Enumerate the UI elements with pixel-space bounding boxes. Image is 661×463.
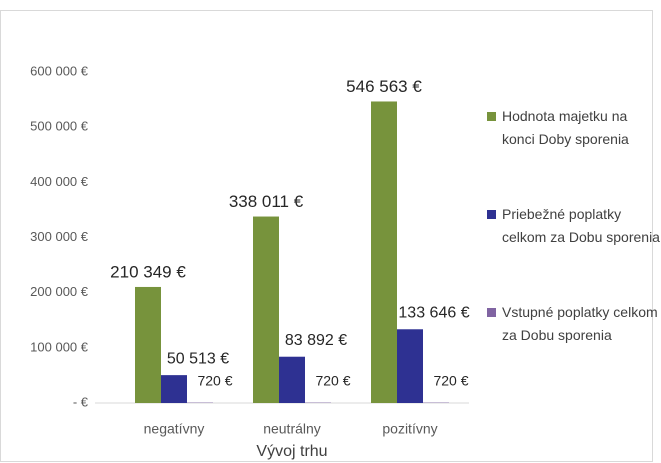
bar (397, 329, 423, 403)
x-tick-label: pozitívny (382, 421, 437, 437)
legend-swatch (487, 210, 496, 219)
bar (253, 216, 279, 403)
bar (371, 101, 397, 404)
y-tick-label: 600 000 € (30, 63, 89, 78)
y-tick-label: 100 000 € (30, 339, 89, 354)
data-label: 50 513 € (167, 350, 229, 367)
legend-label: Vstupné poplatky celkom za Dobu sporenia (502, 304, 658, 343)
y-tick-label: 500 000 € (30, 119, 89, 134)
data-label: 720 € (315, 372, 350, 388)
legend-swatch (487, 308, 496, 317)
y-tick-label: 400 000 € (30, 174, 89, 189)
data-label: 720 € (433, 372, 468, 388)
y-tick-label: - € (73, 394, 89, 409)
bar (279, 356, 305, 403)
y-tick-label: 300 000 € (30, 229, 89, 244)
legend-label: Hodnota majetku na konci Doby sporenia (502, 108, 629, 147)
chart-border (0, 10, 653, 462)
data-label: 210 349 € (110, 262, 186, 281)
data-label: 133 646 € (398, 304, 469, 321)
data-label: 338 011 € (229, 192, 304, 211)
x-tick-label: negatívny (144, 421, 205, 437)
data-label: 546 563 € (346, 77, 422, 96)
legend-swatch (487, 112, 496, 121)
bar (135, 286, 161, 403)
data-label: 83 892 € (285, 332, 347, 349)
bar (161, 375, 187, 403)
x-axis-title: Vývoj trhu (256, 443, 327, 460)
data-label: 720 € (197, 372, 232, 388)
y-tick-label: 200 000 € (30, 284, 89, 299)
legend-label: Priebežné poplatky celkom za Dobu sporen… (502, 206, 660, 245)
x-tick-label: neutrálny (263, 421, 321, 437)
